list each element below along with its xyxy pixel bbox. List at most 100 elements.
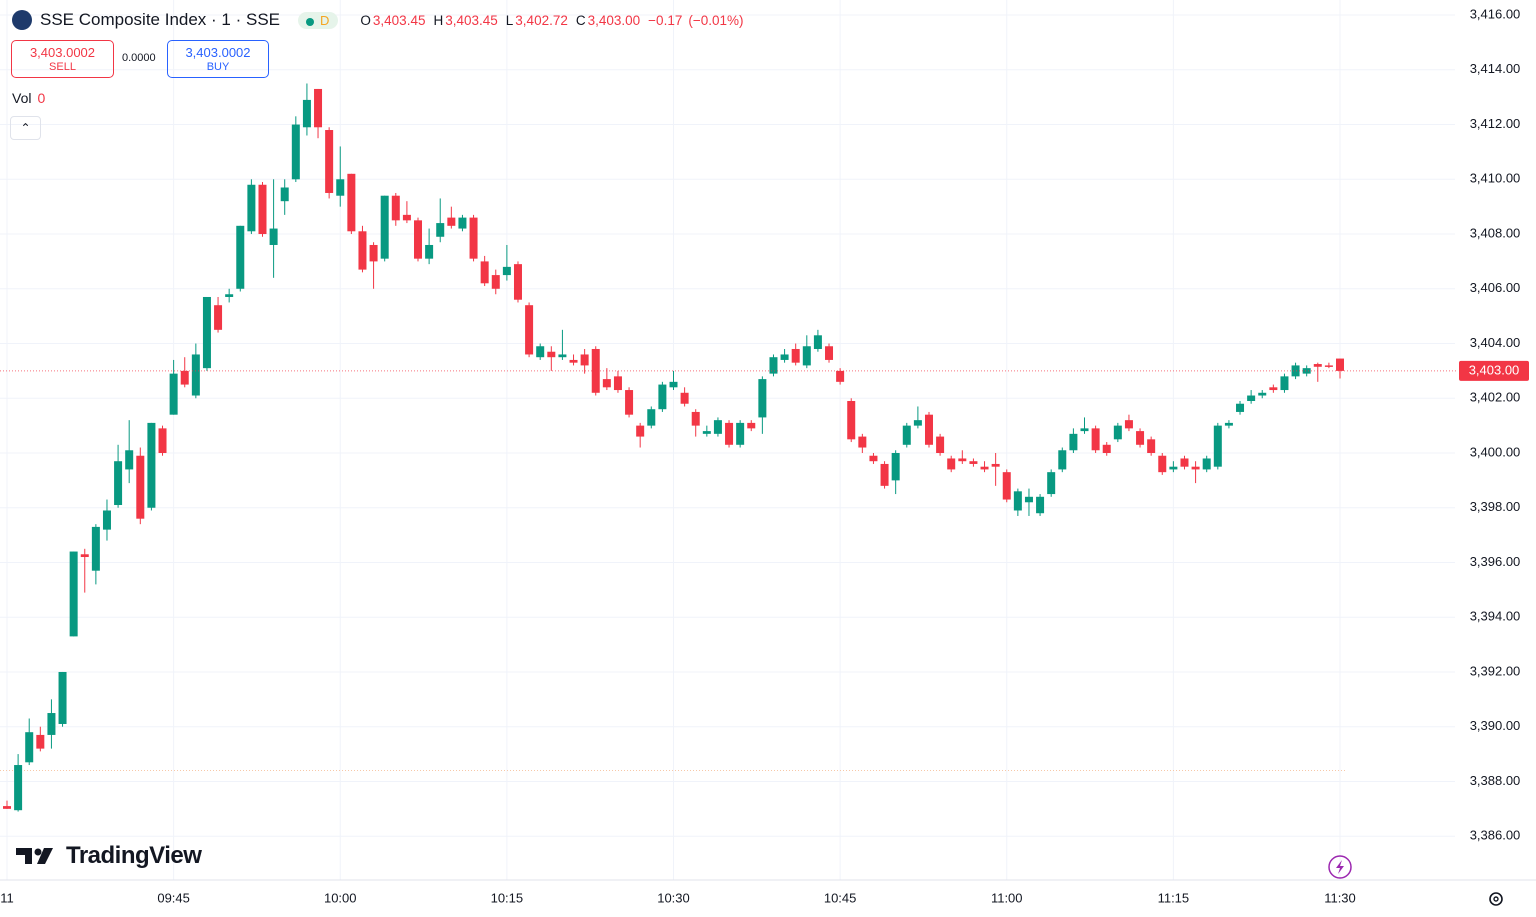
candle-body <box>3 806 11 809</box>
candle-body <box>836 370 845 382</box>
volume-value: 0 <box>37 90 46 106</box>
x-tick-label: 10:15 <box>491 890 524 905</box>
low-value: 3,402.72 <box>515 12 568 28</box>
candle-body <box>702 431 711 434</box>
candle-body <box>25 732 34 763</box>
candle-body <box>80 554 89 558</box>
candle-body <box>625 390 634 415</box>
y-tick-label: 3,398.00 <box>1470 499 1521 514</box>
sell-button[interactable]: 3,403.0002 SELL <box>11 40 114 78</box>
candle-body <box>169 373 178 415</box>
candle-body <box>1336 358 1344 371</box>
candle-body <box>191 354 200 396</box>
y-tick-label: 3,416.00 <box>1470 6 1521 21</box>
candle-body <box>236 225 245 289</box>
x-tick-label: 10:45 <box>824 890 857 905</box>
candle-body <box>258 184 267 235</box>
candle-body <box>1102 444 1111 454</box>
y-tick-label: 3,396.00 <box>1470 554 1521 569</box>
y-tick-label: 3,414.00 <box>1470 61 1521 76</box>
candle-body <box>580 354 589 366</box>
candle-body <box>758 379 767 418</box>
y-tick-label: 3,402.00 <box>1470 390 1521 405</box>
volume-legend: Vol 0 <box>12 90 45 106</box>
candle-body <box>1324 365 1333 367</box>
candle-body <box>1191 466 1200 470</box>
candle-body <box>1302 368 1311 374</box>
candle-body <box>980 466 989 470</box>
candle-body <box>14 765 23 811</box>
candle-body <box>513 264 522 300</box>
candle-body <box>858 436 867 448</box>
candle-body <box>280 187 289 202</box>
x-tick-label: 09:45 <box>157 890 190 905</box>
candle-body <box>369 244 378 262</box>
y-tick-label: 3,394.00 <box>1470 609 1521 624</box>
change-percent: (−0.01%) <box>688 12 744 28</box>
candle-body <box>1213 425 1222 467</box>
candle-body <box>1291 365 1300 377</box>
x-tick-label: 10:00 <box>324 890 357 905</box>
candle-body <box>491 275 500 289</box>
candle-body <box>425 244 434 259</box>
candle-body <box>1124 420 1133 429</box>
candle-body <box>314 88 323 128</box>
candle-body <box>91 526 100 571</box>
candle-body <box>480 261 489 284</box>
candle-body <box>447 217 456 226</box>
candle-body <box>47 713 56 735</box>
candle-body <box>913 420 922 426</box>
settings-icon[interactable] <box>1489 892 1503 906</box>
candle-body <box>680 392 689 404</box>
brand: TradingView <box>16 842 202 870</box>
x-tick-label: 10:30 <box>657 890 690 905</box>
legend-header: SSE Composite Index · 1 · SSE D O 3,403.4… <box>12 10 744 30</box>
collapse-button[interactable]: ⌃ <box>10 116 41 140</box>
y-tick-label: 3,408.00 <box>1470 225 1521 240</box>
candle-body <box>1258 392 1267 396</box>
candle-body <box>69 551 78 637</box>
y-tick-label: 3,386.00 <box>1470 828 1521 843</box>
candle-body <box>1080 428 1089 432</box>
candle-body <box>469 217 478 259</box>
high-key: H <box>433 12 444 28</box>
y-tick-label: 3,390.00 <box>1470 718 1521 733</box>
x-tick-label: 11:00 <box>991 890 1023 905</box>
candle-body <box>1002 472 1011 500</box>
candle-body <box>669 381 678 388</box>
candle-body <box>791 348 800 363</box>
candle-body <box>1113 425 1122 440</box>
candle-body <box>125 450 134 470</box>
candle-body <box>725 422 734 445</box>
lightning-glyph <box>1336 860 1344 874</box>
market-status-badge[interactable]: D <box>298 11 339 29</box>
candle-body <box>180 370 189 385</box>
close-key: C <box>575 12 586 28</box>
candle-body <box>214 305 223 330</box>
candle-body <box>547 351 556 358</box>
buy-button[interactable]: 3,403.0002 BUY <box>167 40 269 78</box>
symbol-title[interactable]: SSE Composite Index · 1 · SSE <box>40 10 280 29</box>
candle-body <box>769 357 778 374</box>
candle-body <box>1036 496 1045 514</box>
lightning-icon[interactable] <box>1328 855 1352 879</box>
candle-body <box>525 305 534 355</box>
candle-body <box>602 379 611 388</box>
candle-body <box>558 354 567 358</box>
candle-body <box>202 296 211 369</box>
candle-body <box>969 461 978 464</box>
sell-label: SELL <box>49 61 76 73</box>
candle-body <box>391 195 400 221</box>
brand-logo <box>16 848 53 864</box>
candle-body <box>58 671 67 724</box>
candle-body <box>813 335 822 349</box>
buy-label: BUY <box>206 61 230 73</box>
candle-body <box>647 409 656 426</box>
candle-body <box>1202 458 1211 470</box>
sell-price: 3,403.0002 <box>29 45 96 60</box>
symbol-logo <box>12 10 32 30</box>
high-value: 3,403.45 <box>445 12 498 28</box>
y-tick-label: 3,410.00 <box>1470 171 1521 186</box>
candle-body <box>1269 387 1278 391</box>
settings-icon-core <box>1493 896 1499 902</box>
